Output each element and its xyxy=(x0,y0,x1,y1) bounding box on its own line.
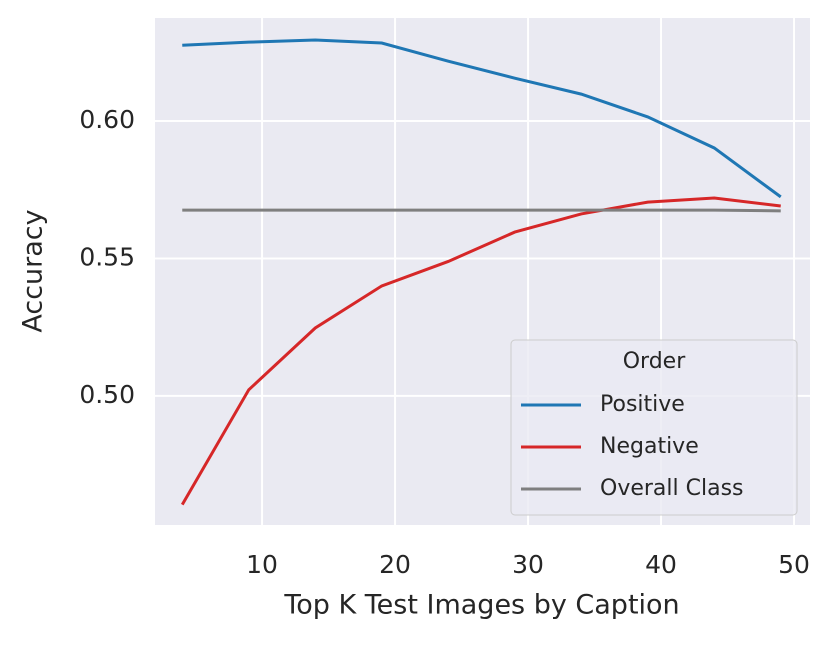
y-tick-label: 0.50 xyxy=(79,380,135,409)
y-tick-label: 0.55 xyxy=(79,242,135,271)
legend-box xyxy=(510,339,798,516)
series-line xyxy=(180,196,781,506)
x-tick-label: 40 xyxy=(645,550,677,579)
x-tick-label: 50 xyxy=(778,550,810,579)
legend-title: Order xyxy=(623,349,686,374)
series-line xyxy=(182,208,781,213)
x-tick-label: 30 xyxy=(512,550,544,579)
y-axis-label: Accuracy xyxy=(18,209,49,332)
lines xyxy=(180,38,782,506)
y-tick-label: 0.60 xyxy=(79,105,135,134)
legend-label: Positive xyxy=(600,392,685,417)
x-axis-label: Top K Test Images by Caption xyxy=(283,590,679,621)
legend-label: Negative xyxy=(600,434,699,459)
legend-label: Overall Class xyxy=(600,476,744,501)
x-tick-label: 10 xyxy=(246,550,278,579)
series-line xyxy=(182,38,782,199)
x-tick-label: 20 xyxy=(379,550,411,579)
